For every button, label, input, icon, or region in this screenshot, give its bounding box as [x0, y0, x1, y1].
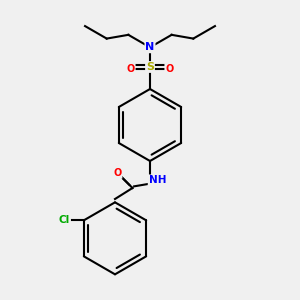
Text: O: O [165, 64, 173, 74]
Text: Cl: Cl [59, 215, 70, 225]
Text: NH: NH [148, 175, 166, 185]
Text: O: O [113, 168, 122, 178]
Text: O: O [127, 64, 135, 74]
Text: N: N [146, 42, 154, 52]
Text: S: S [146, 62, 154, 72]
